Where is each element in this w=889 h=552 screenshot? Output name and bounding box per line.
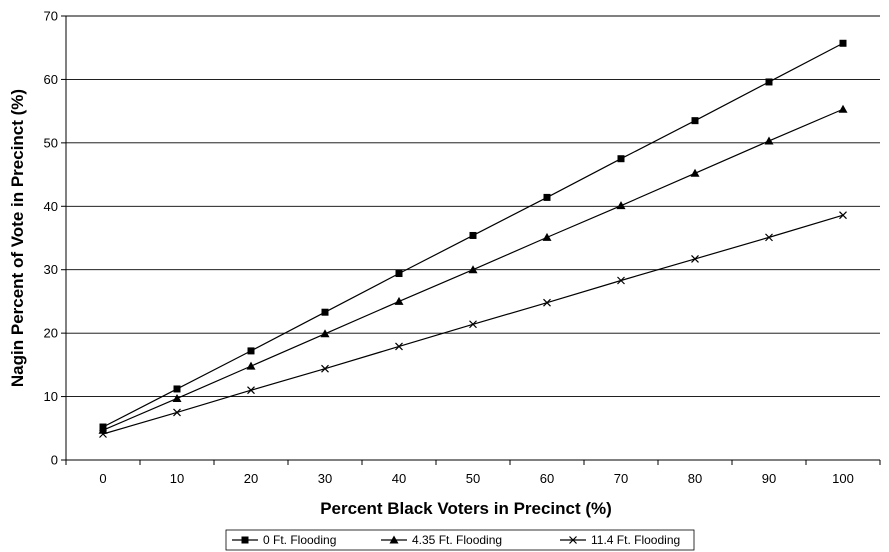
x-tick-label: 80 xyxy=(688,471,702,486)
data-point xyxy=(395,342,403,351)
data-point xyxy=(468,265,478,274)
series-2 xyxy=(98,104,848,434)
data-point xyxy=(690,168,700,177)
x-tick-label: 60 xyxy=(540,471,554,486)
legend-item: 4.35 Ft. Flooding xyxy=(381,533,502,547)
data-point xyxy=(173,408,181,417)
data-point xyxy=(241,536,249,544)
data-point xyxy=(172,393,182,402)
x-tick-label: 20 xyxy=(244,471,258,486)
data-point xyxy=(838,104,848,113)
data-point xyxy=(247,386,255,395)
x-tick-label: 50 xyxy=(466,471,480,486)
data-point xyxy=(543,298,551,307)
y-tick-label: 50 xyxy=(44,135,58,150)
legend-item: 11.4 Ft. Flooding xyxy=(560,533,680,547)
data-point xyxy=(691,117,699,125)
data-point xyxy=(173,385,181,393)
x-tick-label: 90 xyxy=(762,471,776,486)
data-point xyxy=(542,232,552,241)
data-point xyxy=(765,233,773,242)
legend-item: 0 Ft. Flooding xyxy=(232,533,336,547)
data-point xyxy=(469,231,477,239)
y-axis-ticks: 0 10 20 30 40 50 60 70 xyxy=(44,9,66,468)
series-1 xyxy=(99,39,847,431)
legend-label: 11.4 Ft. Flooding xyxy=(591,533,680,547)
legend-label: 0 Ft. Flooding xyxy=(263,533,336,547)
data-point xyxy=(543,193,551,201)
y-tick-label: 10 xyxy=(44,389,58,404)
data-point xyxy=(246,361,256,370)
y-tick-label: 70 xyxy=(44,9,58,24)
y-axis-title: Nagin Percent of Vote in Precinct (%) xyxy=(8,89,27,387)
data-point xyxy=(839,39,847,47)
y-tick-label: 60 xyxy=(44,72,58,87)
x-tick-label: 0 xyxy=(99,471,106,486)
series-group xyxy=(98,39,848,438)
data-point xyxy=(839,211,847,220)
x-tick-label: 40 xyxy=(392,471,406,486)
x-tick-label: 100 xyxy=(832,471,854,486)
y-tick-label: 40 xyxy=(44,199,58,214)
data-point xyxy=(691,255,699,263)
x-tick-label: 30 xyxy=(318,471,332,486)
data-point xyxy=(247,347,255,355)
data-point xyxy=(616,201,626,210)
legend-box xyxy=(225,529,695,551)
data-point xyxy=(765,78,773,86)
data-point xyxy=(99,430,107,438)
data-point xyxy=(469,320,477,329)
data-point xyxy=(321,308,329,316)
data-point xyxy=(321,364,329,373)
data-point xyxy=(394,296,404,305)
x-axis-ticks: 0 10 20 30 40 50 60 70 80 90 100 xyxy=(65,460,881,486)
data-point xyxy=(617,155,625,163)
gridlines xyxy=(66,15,880,398)
x-tick-label: 70 xyxy=(614,471,628,486)
axes xyxy=(65,16,880,461)
x-tick-label: 10 xyxy=(170,471,184,486)
data-point xyxy=(395,270,403,278)
data-point xyxy=(320,329,330,338)
data-point xyxy=(389,535,399,544)
y-tick-label: 30 xyxy=(44,262,58,277)
x-axis-title: Percent Black Voters in Precinct (%) xyxy=(320,499,612,518)
y-tick-label: 20 xyxy=(44,326,58,341)
data-point xyxy=(569,536,577,544)
legend: 0 Ft. Flooding 4.35 Ft. Flooding 11.4 Ft. … xyxy=(225,529,695,551)
data-point xyxy=(617,276,625,285)
legend-label: 4.35 Ft. Flooding xyxy=(412,533,502,547)
y-tick-label: 0 xyxy=(51,453,58,468)
data-point xyxy=(764,136,774,145)
series-3 xyxy=(99,211,847,438)
